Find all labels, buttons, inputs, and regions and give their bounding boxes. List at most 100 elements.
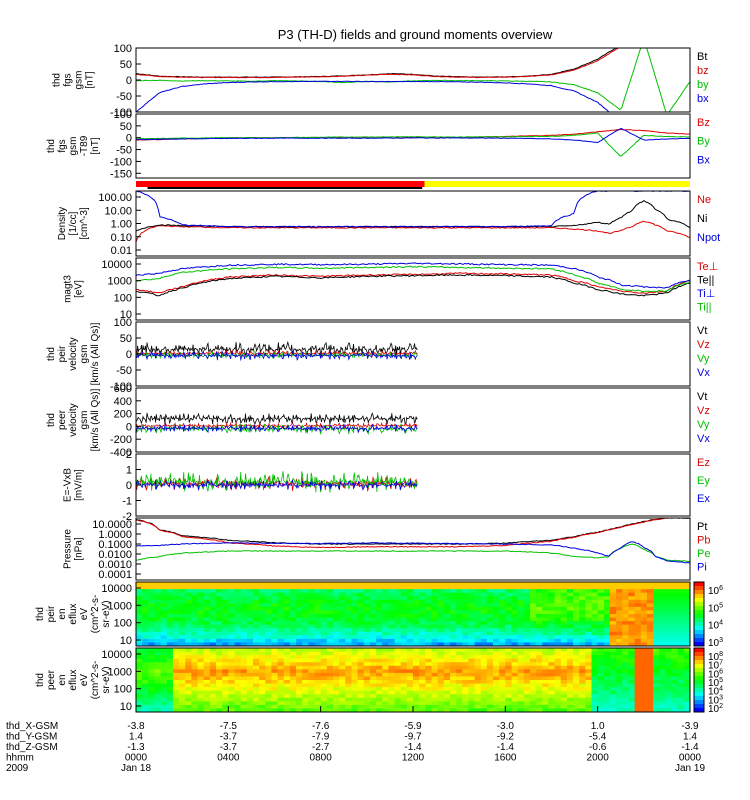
spectrogram-cell [160, 599, 168, 604]
spectrogram-cell [203, 648, 211, 653]
spectrogram-cell [277, 635, 285, 640]
spectrogram-cell [573, 599, 580, 604]
spectrogram-cell [252, 694, 260, 699]
y-label-line: E=-VxB [63, 468, 74, 503]
spectrogram-cell [517, 676, 525, 681]
spectrogram-cell [406, 635, 414, 640]
spectrogram-cell [437, 589, 445, 594]
spectrogram-cell [363, 585, 371, 590]
spectrogram-cell [443, 631, 451, 636]
spectrogram-cell [573, 603, 580, 608]
spectrogram-cell [431, 680, 439, 685]
spectrogram-cell [234, 596, 242, 601]
spectrogram-cell [142, 665, 149, 670]
spectrogram-cell [499, 610, 506, 615]
spectrogram-cell [573, 621, 580, 626]
spectrogram-cell [308, 676, 316, 681]
spectrogram-cell [591, 669, 599, 674]
spectrogram-cell [431, 701, 439, 706]
spectrogram-cell [222, 610, 229, 615]
spectrogram-cell [449, 624, 457, 629]
spectrogram-cell [246, 628, 254, 633]
y-tick-label: 400 [114, 396, 132, 408]
spectrogram-cell [148, 665, 156, 670]
y-label-line: Density [57, 207, 68, 240]
spectrogram-cell [603, 694, 611, 699]
spectrogram-cell [493, 624, 500, 629]
spectrogram-cell [302, 624, 309, 629]
spectrogram-cell [351, 614, 359, 619]
spectrogram-cell [259, 704, 266, 710]
spectrogram-cell [203, 680, 211, 685]
y-tick-label: -50 [116, 91, 132, 103]
spectrogram-cell [529, 628, 537, 633]
spectrogram-cell [142, 683, 149, 688]
spectrogram-cell [462, 701, 469, 706]
time-axis-value: -3.0 [497, 721, 515, 732]
spectrogram-cell [209, 697, 217, 702]
spectrogram-cell [185, 697, 192, 702]
spectrogram-cell [419, 621, 426, 626]
spectrogram-cell [289, 658, 297, 663]
spectrogram-cell [277, 648, 285, 653]
spectrogram-cell [597, 606, 605, 612]
spectrogram-cell [542, 676, 550, 681]
spectrogram-cell [634, 669, 642, 674]
spectrogram-cell [351, 701, 359, 706]
spectrogram-cell [419, 680, 426, 685]
spectrogram-cell [529, 651, 537, 656]
spectrogram-cell [437, 596, 445, 601]
spectrogram-cell [449, 592, 457, 597]
spectrogram-cell [431, 665, 439, 670]
time-axis-value: -7.6 [312, 721, 330, 732]
spectrogram-cell [228, 603, 236, 608]
y-tick-label: -400 [110, 447, 132, 459]
spectrogram-cell [240, 617, 248, 622]
spectrogram-cell [511, 582, 519, 587]
spectrogram-cell [653, 642, 660, 646]
spectrogram-cell [462, 676, 469, 681]
spectrogram-cell [486, 648, 494, 653]
spectrogram-cell [671, 669, 679, 674]
spectrogram-cell [339, 694, 346, 699]
spectrogram-cell [376, 617, 383, 622]
spectrogram-cell [296, 690, 303, 695]
spectrogram-cell [394, 683, 402, 688]
spectrogram-cell [413, 665, 420, 670]
spectrogram-cell [376, 701, 383, 706]
spectrogram-cell [382, 704, 389, 710]
mode-marker [147, 187, 423, 189]
spectrogram-cell [653, 701, 660, 706]
y-axis-label: E=-VxB [mV/m] [63, 468, 85, 503]
spectrogram-cell [296, 687, 303, 692]
spectrogram-cell [554, 603, 562, 608]
spectrogram-cell [413, 690, 420, 695]
spectrogram-cell [277, 592, 285, 597]
spectrogram-cell [166, 638, 174, 644]
spectrogram-cell [363, 635, 371, 640]
spectrogram-cell [289, 617, 297, 622]
spectrogram-cell [209, 624, 217, 629]
spectrogram-cell [573, 690, 580, 695]
spectrogram-cell [154, 599, 162, 604]
spectrogram-cell [369, 655, 377, 660]
spectrogram-cell [665, 655, 673, 660]
legend-entry: Te|| [697, 275, 714, 287]
spectrogram-cell [443, 589, 451, 594]
spectrogram-cell [154, 697, 162, 702]
spectrogram-cell [653, 610, 660, 615]
spectrogram-cell [320, 582, 328, 587]
spectrogram-cell [172, 701, 180, 706]
spectrogram-cell [634, 704, 642, 710]
spectrogram-cell [413, 672, 420, 678]
spectrogram-cell [326, 651, 334, 656]
spectrogram-cell [449, 635, 457, 640]
spectrogram-cell [271, 631, 279, 636]
spectrogram-cell [166, 648, 174, 653]
spectrogram-cell [523, 658, 531, 663]
spectrogram-cell [259, 585, 266, 590]
spectrogram-cell [560, 631, 568, 636]
spectrogram-cell [554, 690, 562, 695]
spectrogram-cell [517, 617, 525, 622]
